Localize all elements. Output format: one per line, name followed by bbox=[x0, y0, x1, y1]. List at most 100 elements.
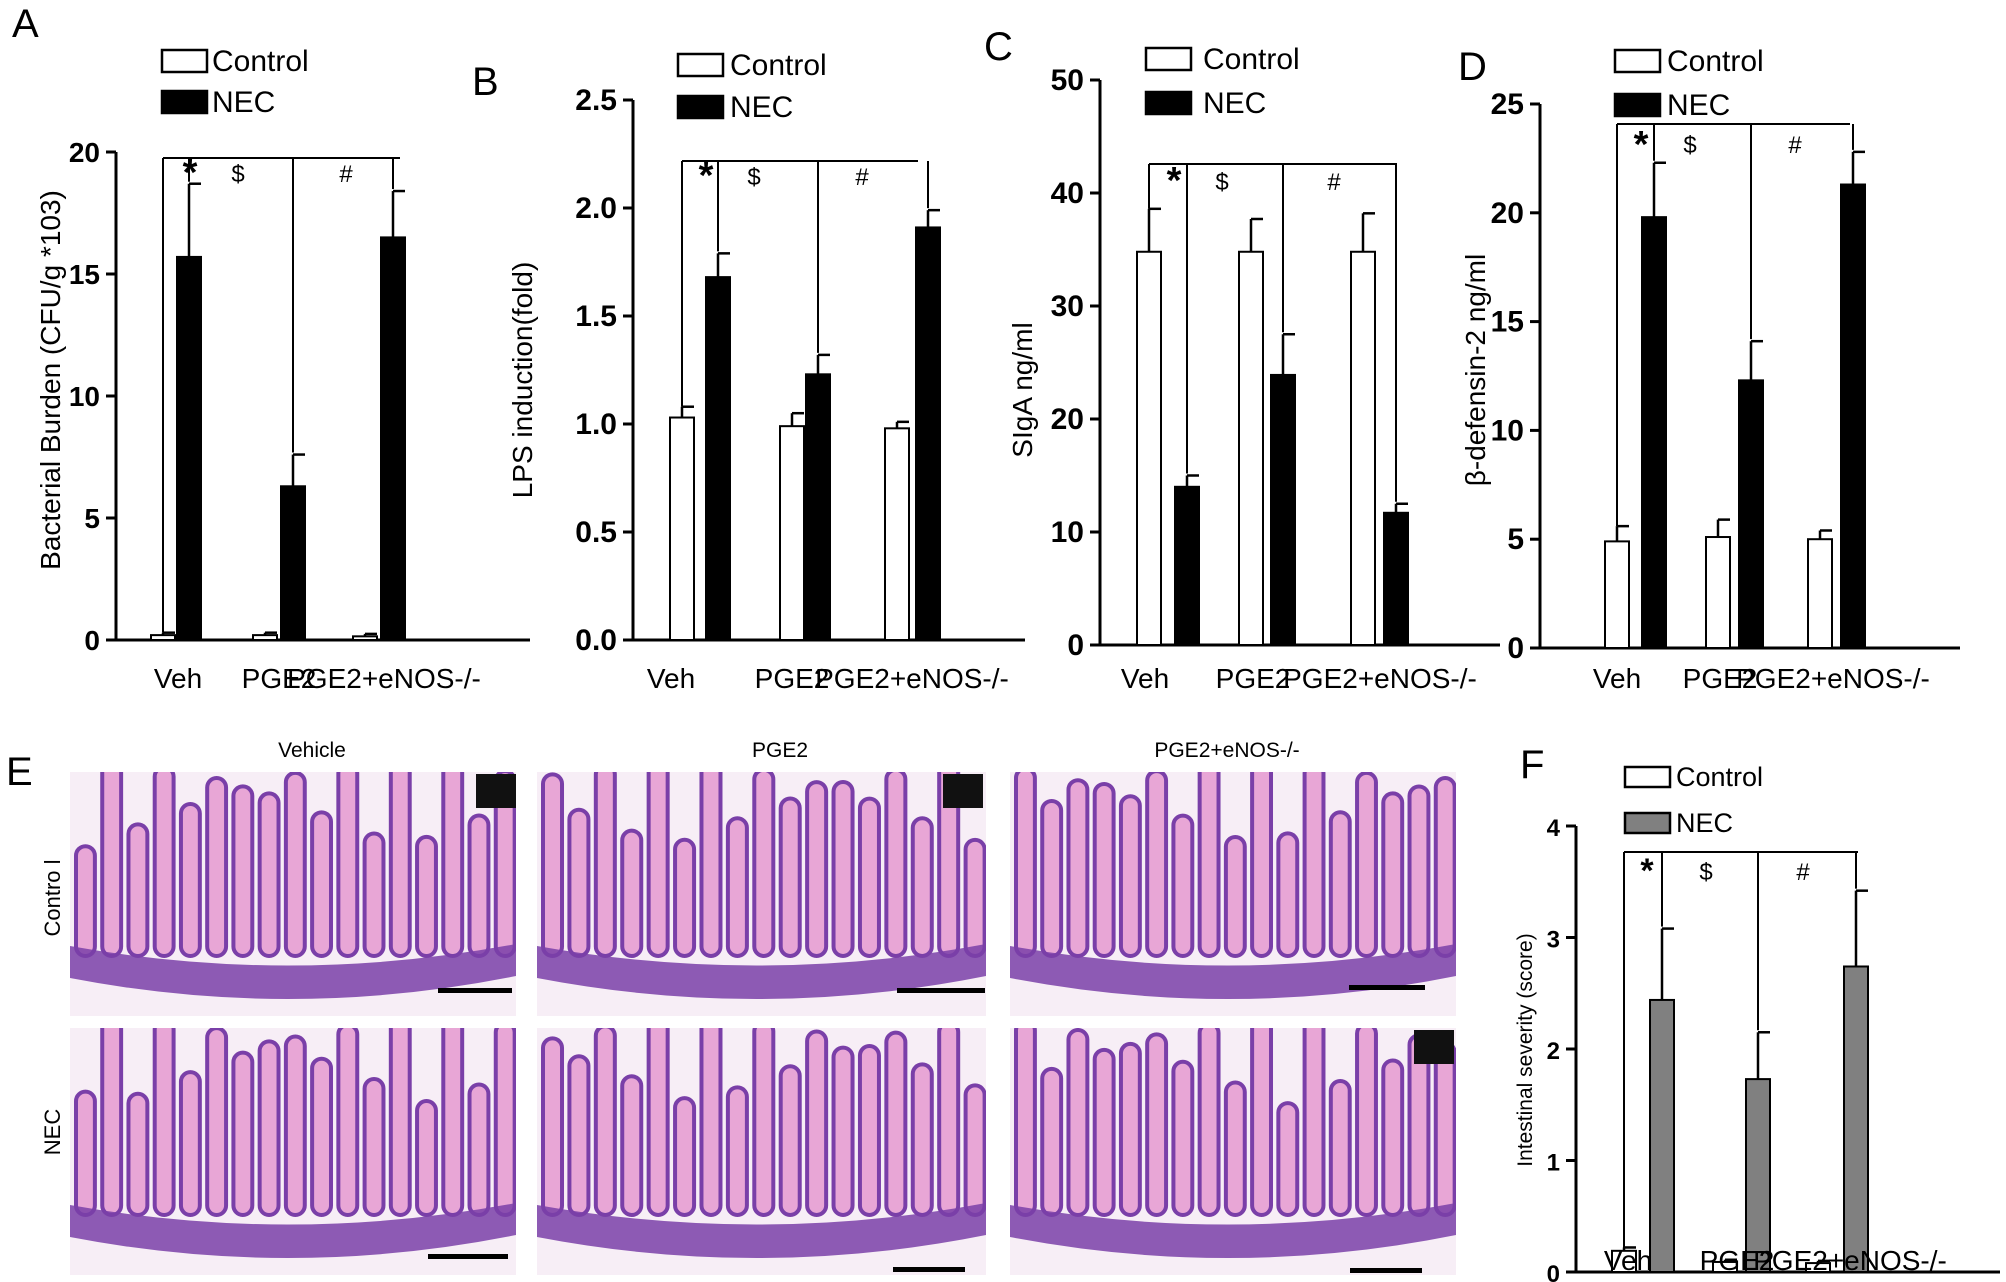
villus bbox=[415, 1099, 438, 1217]
bar-control-2 bbox=[884, 427, 910, 641]
x-tick-label: PGE2 bbox=[1683, 663, 1758, 694]
villus bbox=[205, 776, 229, 959]
villus bbox=[415, 834, 438, 958]
y-tick-label: 15 bbox=[1491, 306, 1524, 339]
bar-nec-0 bbox=[1641, 216, 1667, 649]
histology-tile bbox=[70, 772, 516, 1016]
histology-row-label: NEC bbox=[40, 1109, 65, 1156]
bar-nec-2 bbox=[915, 226, 941, 641]
x-tick-label: PGE2 bbox=[242, 663, 317, 694]
histology-column-label: PGE2+eNOS-/- bbox=[1154, 739, 1299, 762]
villus bbox=[541, 1036, 565, 1218]
corner-mark bbox=[476, 774, 516, 808]
villus bbox=[620, 1074, 644, 1217]
y-axis-label: SIgA ng/ml bbox=[1007, 322, 1038, 457]
bar-control-1 bbox=[779, 425, 805, 641]
mucosa-base bbox=[1010, 1203, 1456, 1259]
villus bbox=[1433, 1040, 1456, 1217]
histology-column-label: PGE2 bbox=[752, 739, 808, 762]
scale-bar bbox=[438, 988, 512, 993]
villus bbox=[1381, 1058, 1405, 1218]
villus bbox=[257, 791, 281, 958]
histology-labels: E Vehicle PGE2 PGE2+eNOS-/- Contro l NEC bbox=[6, 739, 1300, 1155]
significance-mark: * bbox=[1634, 124, 1649, 166]
significance-mark: # bbox=[339, 161, 353, 188]
villus bbox=[178, 1070, 202, 1217]
villus bbox=[910, 816, 934, 958]
scale-bar bbox=[1349, 985, 1425, 990]
x-tick-label: PGE2+eNOS-/- bbox=[1283, 663, 1477, 694]
bar-nec-1 bbox=[280, 485, 306, 641]
villus bbox=[283, 1034, 307, 1218]
scale-bar bbox=[428, 1254, 508, 1259]
panel-label: F bbox=[1520, 743, 1544, 787]
x-tick-label: Veh bbox=[1604, 1245, 1652, 1276]
villus bbox=[831, 780, 855, 958]
legend-label-control: Control bbox=[1203, 43, 1300, 76]
villus bbox=[1145, 1032, 1169, 1217]
legend-label-nec: NEC bbox=[212, 86, 275, 119]
villus bbox=[310, 1056, 334, 1217]
villus bbox=[152, 772, 176, 958]
villus bbox=[646, 1028, 670, 1217]
significance-mark: # bbox=[1788, 132, 1802, 159]
villus bbox=[541, 772, 565, 958]
villus bbox=[1171, 813, 1195, 959]
legend-swatch-control bbox=[160, 48, 209, 74]
villus bbox=[310, 810, 334, 958]
bar-control-0 bbox=[669, 416, 695, 641]
panel-label: B bbox=[472, 60, 499, 104]
y-tick-label: 10 bbox=[69, 381, 100, 412]
bar-control-1 bbox=[252, 634, 278, 641]
y-tick-label: 0 bbox=[84, 625, 100, 656]
y-tick-label: 5 bbox=[1507, 523, 1524, 556]
bar-nec-0 bbox=[1174, 485, 1200, 646]
villus bbox=[231, 784, 255, 959]
bar-control-0 bbox=[1136, 250, 1162, 646]
villus bbox=[205, 1028, 229, 1217]
histology-tile bbox=[537, 772, 986, 1016]
villus bbox=[1197, 1028, 1221, 1217]
y-tick-label: 5 bbox=[84, 503, 100, 534]
significance-mark: $ bbox=[747, 164, 760, 191]
y-tick-label: 0 bbox=[1507, 632, 1524, 665]
villus bbox=[646, 772, 670, 958]
y-tick-label: 20 bbox=[69, 137, 100, 168]
villus bbox=[937, 1028, 961, 1217]
histology-tile bbox=[537, 1028, 986, 1275]
villus bbox=[857, 1044, 881, 1217]
legend-label-nec: NEC bbox=[1203, 87, 1266, 120]
y-tick-label: 2.0 bbox=[575, 192, 617, 225]
villus bbox=[1381, 791, 1405, 959]
villus bbox=[884, 1030, 908, 1217]
y-tick-label: 2 bbox=[1547, 1038, 1560, 1065]
villus bbox=[100, 1028, 124, 1217]
villus bbox=[1118, 1041, 1142, 1218]
villus bbox=[1092, 781, 1116, 958]
y-tick-label: 15 bbox=[69, 259, 100, 290]
y-axis-label: Intestinal severity (score) bbox=[1514, 933, 1537, 1166]
villus bbox=[963, 1083, 986, 1217]
bar-nec-2 bbox=[1840, 183, 1866, 649]
villus bbox=[831, 1045, 855, 1218]
villus bbox=[725, 816, 749, 959]
villus bbox=[1145, 772, 1169, 958]
villus bbox=[126, 1091, 150, 1217]
villus bbox=[1355, 1028, 1378, 1217]
legend-swatch-nec bbox=[1144, 90, 1193, 116]
y-tick-label: 1 bbox=[1547, 1150, 1560, 1177]
panel-label-e: E bbox=[6, 750, 33, 794]
legend-label-nec: NEC bbox=[1667, 89, 1730, 122]
legend-swatch-nec bbox=[676, 94, 725, 120]
bar-control-2 bbox=[1807, 538, 1833, 650]
x-tick-label: PGE2+eNOS-/- bbox=[287, 663, 481, 694]
villus bbox=[620, 828, 644, 958]
significance-mark: $ bbox=[1215, 169, 1228, 196]
bar-nec-1 bbox=[1738, 379, 1764, 649]
villus bbox=[1014, 772, 1037, 958]
y-axis-label: β-defensin-2 ng/ml bbox=[1460, 254, 1491, 486]
villus bbox=[336, 1028, 360, 1217]
panel-label: A bbox=[12, 2, 39, 46]
villus bbox=[283, 772, 307, 958]
villus bbox=[673, 1096, 697, 1217]
